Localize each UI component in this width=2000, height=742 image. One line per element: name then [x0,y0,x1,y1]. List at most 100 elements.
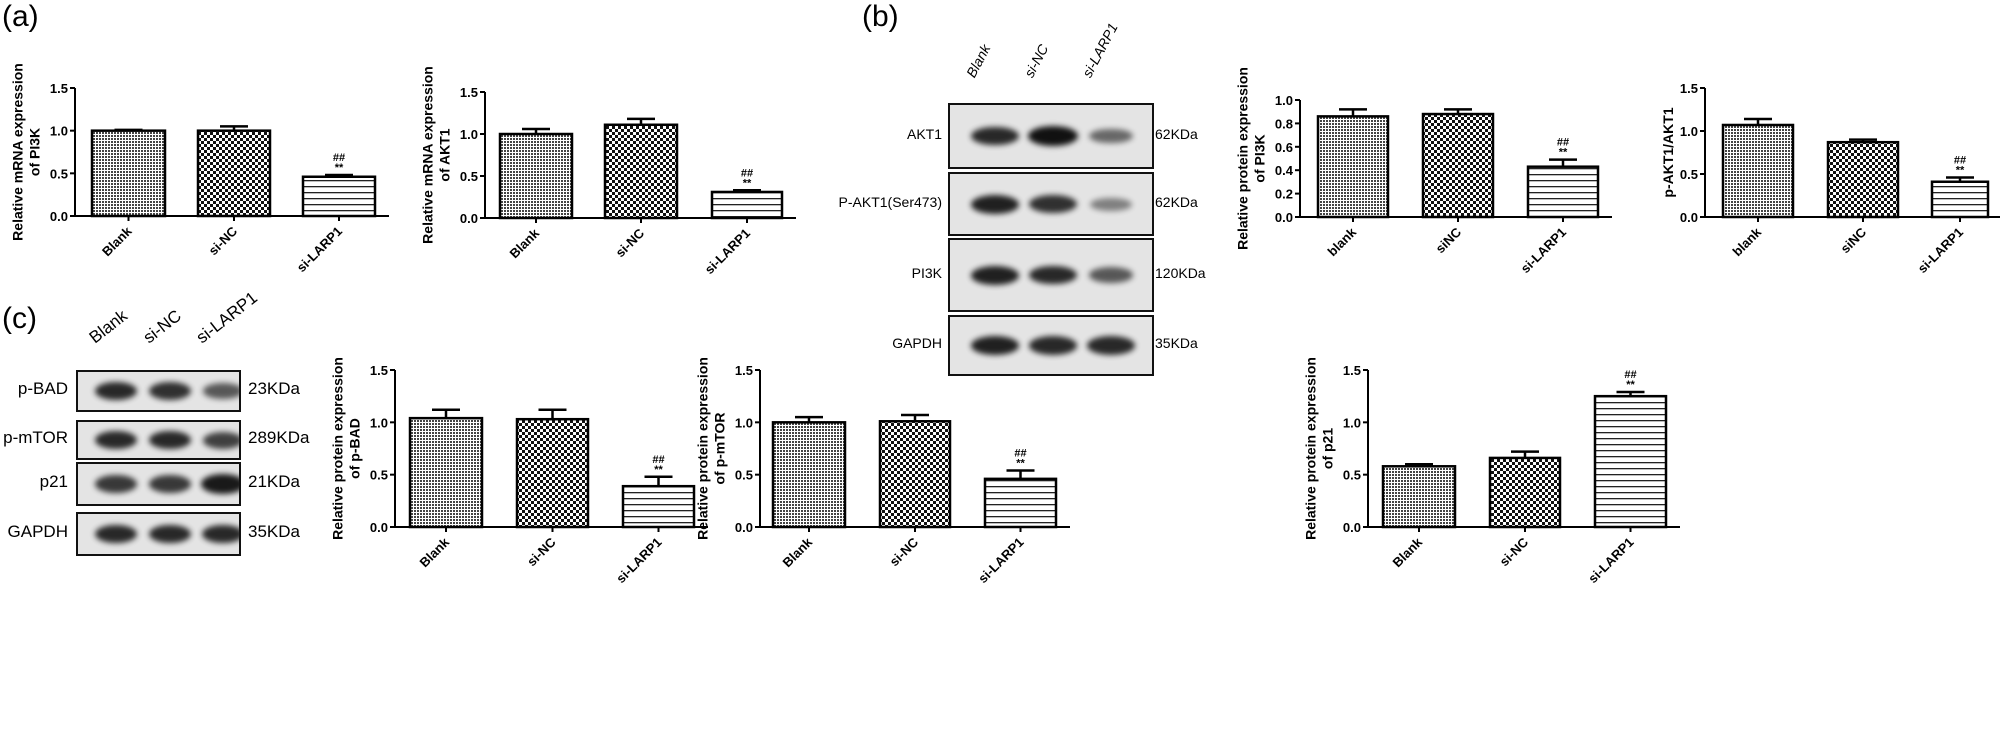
molecular-weight-label: 62KDa [1155,193,1198,210]
y-tick-label: 0.5 [1680,167,1698,182]
x-tick-label: si-LARP1 [1915,225,1966,276]
protein-band [201,474,239,494]
y-axis-label: of PI3K [27,128,43,176]
y-tick-label: 1.0 [735,415,753,430]
significance-mark: ## [333,152,345,164]
bar [710,190,784,220]
x-tick-label: Blank [416,534,452,570]
blot-row-p-bad [76,370,241,412]
molecular-weight-label: 23KDa [248,378,300,398]
blot-row-label: AKT1 [906,125,942,142]
protein-band [95,475,137,493]
y-tick-label: 0.6 [1275,140,1293,155]
x-tick-label: blank [1729,224,1764,259]
y-axis-label: of PI3K [1252,134,1268,182]
blot-row-label: p-BAD [17,378,68,398]
y-axis-label: Relative mRNA expression [10,63,26,241]
significance-mark: ** [1956,164,1965,176]
significance-mark: ## [741,167,753,179]
significance-mark: ** [654,464,663,476]
protein-band [94,524,138,544]
x-tick-label: si-NC [524,534,559,569]
y-tick-label: 0.4 [1275,163,1294,178]
x-tick-label: si-NC [887,534,922,569]
y-tick-label: 0.2 [1275,187,1293,202]
y-tick-label: 1.0 [50,124,68,139]
blot-row-p-akt1-ser473- [948,172,1154,236]
y-tick-label: 1.5 [735,363,753,378]
bar-chart-4: 0.0 0.5 1.0 1.5 p-AKT1/AKT1 blank siNC si-LARP1… [1660,81,2000,276]
y-tick-label: 0.0 [370,520,388,535]
significance-mark: ** [743,177,752,189]
x-tick-label: si-LARP1 [1585,535,1636,586]
bar [621,484,696,529]
bar [408,416,484,529]
protein-band [1090,197,1132,211]
significance-mark: ## [1624,369,1636,381]
y-tick-label: 1.5 [1680,81,1698,96]
blot-row-label: p21 [39,471,68,491]
y-tick-label: 1.5 [50,81,68,96]
x-tick-label: si-LARP1 [1518,225,1569,276]
y-axis-label: Relative protein expression [330,357,346,540]
protein-band [201,524,239,544]
y-tick-label: 1.5 [370,363,388,378]
y-tick-label: 1.5 [1343,363,1361,378]
x-tick-label: si-NC [206,223,241,258]
bar [771,421,847,529]
x-tick-label: Blank [506,225,542,261]
protein-band [203,383,239,399]
y-axis-label: of p21 [1320,428,1336,469]
y-tick-label: 0.5 [1343,468,1361,483]
y-tick-label: 0.5 [735,468,753,483]
significance-mark: ** [1626,379,1635,391]
blot-row-label: GAPDH [7,521,68,541]
bar [1826,140,1900,219]
protein-band [1028,265,1078,285]
x-tick-label: blank [1324,224,1359,259]
bar [196,129,272,218]
molecular-weight-label: 35KDa [248,521,300,541]
y-tick-label: 0.5 [50,166,68,181]
y-tick-label: 0.0 [735,520,753,535]
significance-mark: ## [1954,154,1966,166]
y-tick-label: 0.5 [460,169,478,184]
protein-band [94,381,138,401]
x-tick-label: Blank [99,223,135,259]
bar [1593,394,1668,529]
protein-band [970,126,1020,146]
bar [515,417,590,529]
protein-band [970,265,1020,285]
blot-row-p-mtor [76,420,241,460]
significance-mark: ** [335,162,344,174]
y-tick-label: 0.0 [1343,520,1361,535]
significance-mark: ** [1016,457,1025,469]
molecular-weight-label: 62KDa [1155,125,1198,142]
protein-band [148,430,192,450]
molecular-weight-label: 21KDa [248,471,300,491]
protein-band [970,336,1020,355]
bar [983,477,1058,529]
protein-band [1028,126,1078,146]
blot-row-akt1 [948,103,1154,169]
protein-band [94,430,138,450]
y-tick-label: 1.0 [1680,124,1698,139]
x-tick-label: si-LARP1 [613,535,664,586]
x-tick-label: si-LARP1 [294,224,345,275]
protein-band [148,524,192,544]
y-tick-label: 0.8 [1275,116,1293,131]
y-tick-label: 1.0 [1343,415,1361,430]
blot-row-label: P-AKT1(Ser473) [838,193,942,210]
blot-row-pi3k [948,238,1154,312]
y-tick-label: 0.0 [1680,210,1698,225]
y-axis-label: of p-mTOR [712,412,728,484]
y-tick-label: 0.0 [50,209,68,224]
panel-label-a: (a) [2,0,39,33]
panel-label-c: (c) [2,302,37,335]
y-axis-label: of AKT1 [437,128,453,181]
significance-mark: ** [1559,147,1568,159]
y-axis-label: Relative protein expression [1235,67,1251,250]
x-tick-label: si-NC [1497,534,1532,569]
